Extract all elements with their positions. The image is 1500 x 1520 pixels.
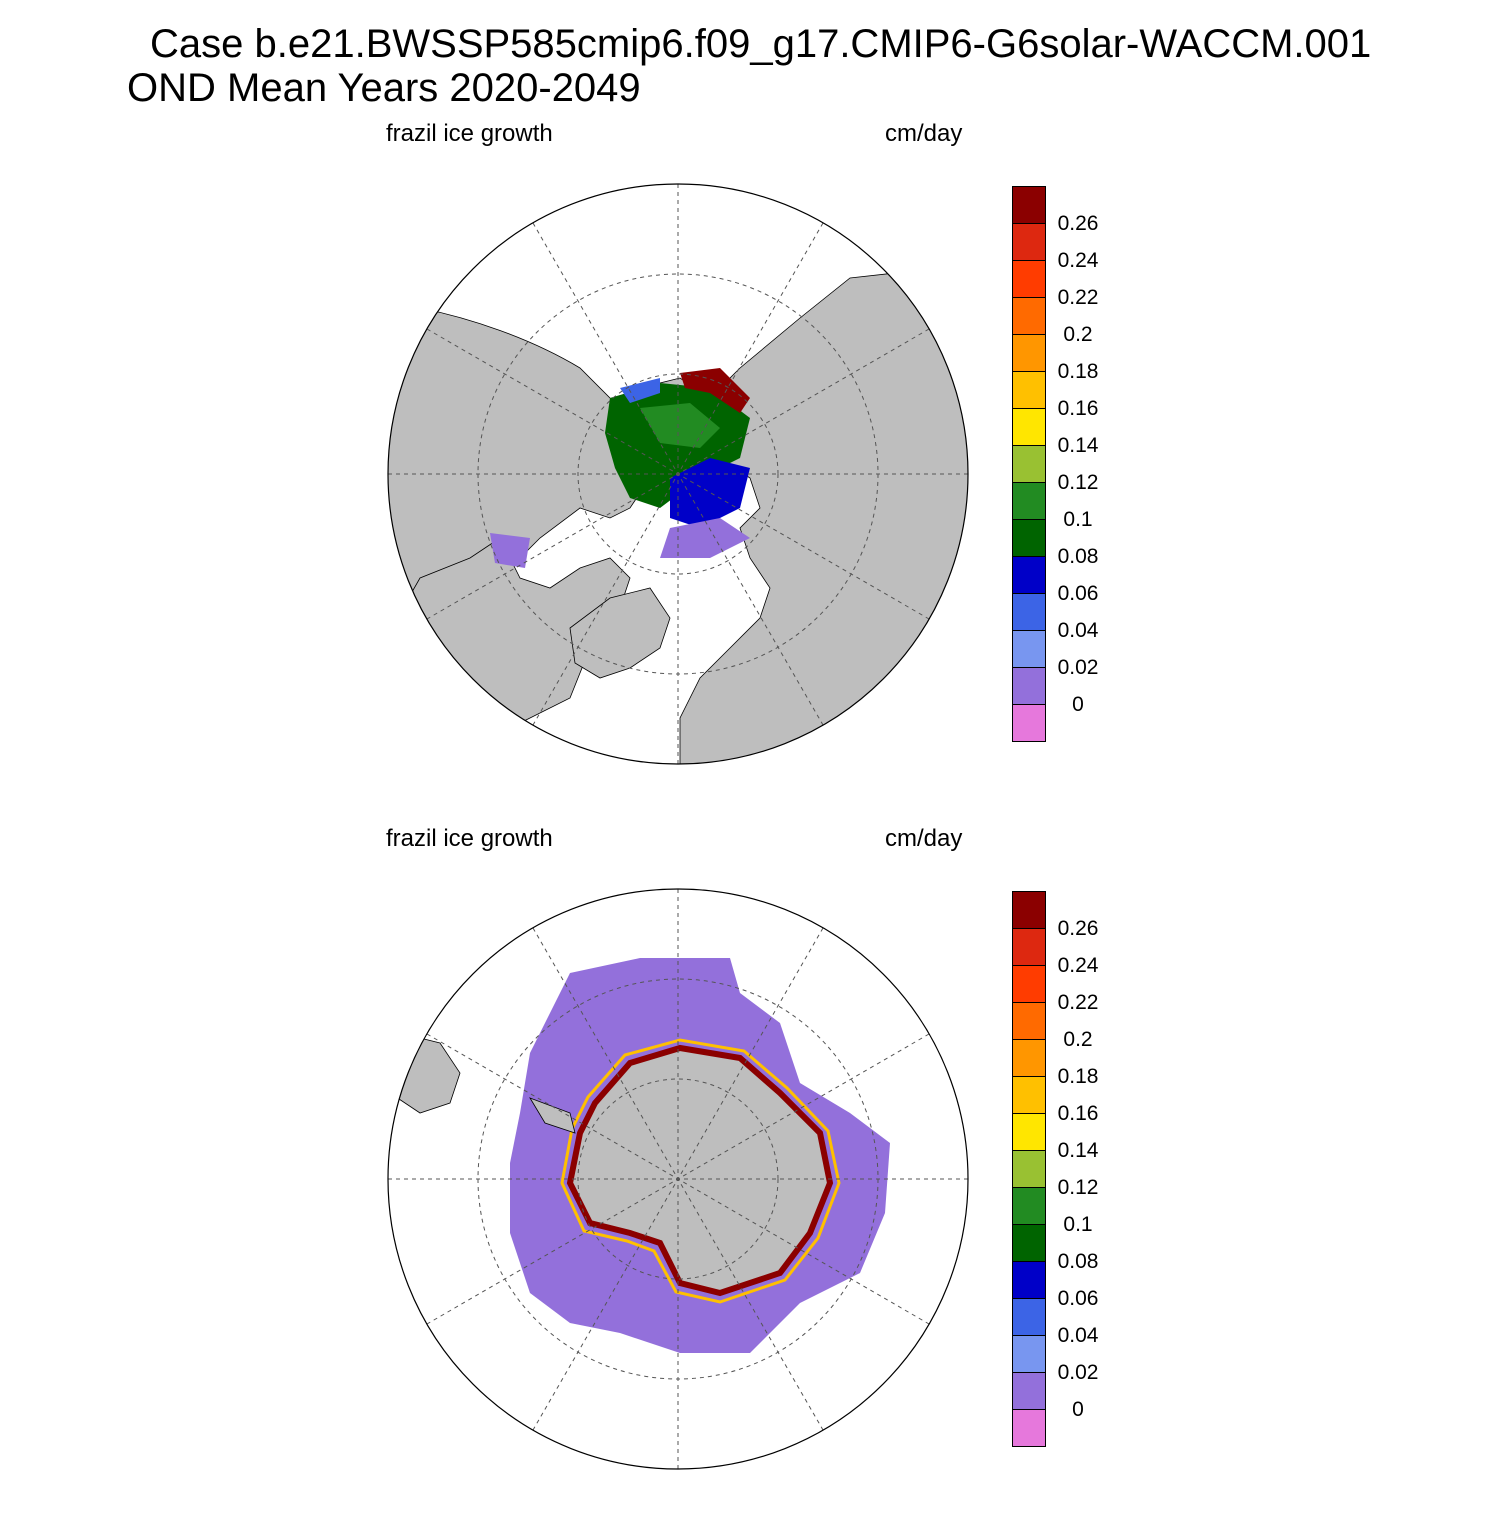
colorbar-tick-label: 0.22: [1057, 991, 1099, 1014]
colorbar-tick-label: 0.12: [1057, 471, 1099, 494]
variable-label: frazil ice growth: [386, 120, 553, 147]
colorbar-tick-label: 0.16: [1057, 397, 1099, 420]
colorbar-tick-label: 0.22: [1057, 286, 1099, 309]
figure-title-period: OND Mean Years 2020-2049: [127, 66, 641, 110]
colorbar-swatch: [1012, 704, 1046, 742]
colorbar-swatch: [1012, 371, 1046, 409]
panel-south: frazil ice growth cm/day: [0, 815, 1500, 1520]
colorbar-tick-label: 0.02: [1057, 1361, 1099, 1384]
colorbar-tick-label: 0.18: [1057, 360, 1099, 383]
map-boundary: [387, 888, 969, 1470]
colorbar-swatch: [1012, 667, 1046, 705]
colorbar-swatch: [1012, 965, 1046, 1003]
colorbar-tick-label: 0.14: [1057, 1139, 1099, 1162]
colorbar-swatch: [1012, 1372, 1046, 1410]
colorbar-swatch: [1012, 593, 1046, 631]
greenland-landmass: [569, 587, 671, 679]
colorbar-swatch: [1012, 1187, 1046, 1225]
colorbar-tick-label: 0.04: [1057, 619, 1099, 642]
north-polar-map: [387, 183, 969, 765]
units-label: cm/day: [885, 120, 963, 147]
colorbar-swatch: [1012, 482, 1046, 520]
colorbar-tick-label: 0.24: [1057, 954, 1099, 977]
colorbar-tick-label: 0.26: [1057, 917, 1099, 940]
colorbar-swatch: [1012, 1261, 1046, 1299]
colorbar-tick-label: 0.1: [1063, 508, 1093, 531]
colorbar-tick-label: 0.1: [1063, 1213, 1093, 1236]
antarctic-coastal-red-band: [566, 1044, 834, 1297]
graticule: [388, 184, 968, 764]
colorbar-tick-label: 0.26: [1057, 212, 1099, 235]
colorbar-swatch: [1012, 1150, 1046, 1188]
colorbar-swatch: [1012, 1113, 1046, 1151]
frazil-field-red-rim: [680, 368, 750, 413]
colorbar-swatch: [1012, 556, 1046, 594]
colorbar-swatch: [1012, 186, 1046, 224]
colorbar-tick-label: 0.18: [1057, 1065, 1099, 1088]
colorbar-tick-label: 0.06: [1057, 582, 1099, 605]
colorbar: [1012, 891, 1046, 1447]
frazil-field-blue: [670, 458, 750, 528]
frazil-field-purple-west: [490, 533, 530, 568]
colorbar-swatch: [1012, 1298, 1046, 1336]
colorbar-tick-label: 0: [1072, 693, 1084, 716]
frazil-field-lightblue: [620, 378, 660, 403]
map-boundary: [387, 183, 969, 765]
frazil-field-green: [605, 383, 750, 508]
colorbar-tick-label: 0.24: [1057, 249, 1099, 272]
colorbar-swatch: [1012, 1409, 1046, 1447]
colorbar-tick-label: 0.04: [1057, 1324, 1099, 1347]
colorbar-tick-label: 0.02: [1057, 656, 1099, 679]
units-label: cm/day: [885, 825, 963, 852]
graticule: [388, 889, 968, 1469]
colorbar-swatch: [1012, 1335, 1046, 1373]
frazil-field-mid-green: [640, 403, 720, 448]
south-polar-map: [387, 888, 969, 1470]
colorbar-swatch: [1012, 445, 1046, 483]
colorbar-tick-label: 0.08: [1057, 545, 1099, 568]
colorbar-swatch: [1012, 891, 1046, 929]
antarctic-peninsula: [529, 1097, 576, 1134]
colorbar-swatch: [1012, 1039, 1046, 1077]
colorbar-tick-label: 0.2: [1063, 323, 1093, 346]
colorbar-tick-label: 0.08: [1057, 1250, 1099, 1273]
colorbar-tick-label: 0.12: [1057, 1176, 1099, 1199]
eurasia-landmass: [388, 267, 968, 764]
colorbar-tick-label: 0.06: [1057, 1287, 1099, 1310]
antarctic-coastal-yellow-band: [560, 1038, 841, 1304]
colorbar-swatch: [1012, 1224, 1046, 1262]
colorbar-tick-label: 0.16: [1057, 1102, 1099, 1125]
panel-north: frazil ice growth cm/day: [0, 110, 1500, 815]
frazil-field-purple: [660, 518, 750, 558]
variable-label: frazil ice growth: [386, 825, 553, 852]
colorbar-tick-label: 0.14: [1057, 434, 1099, 457]
figure-title-case: Case b.e21.BWSSP585cmip6.f09_g17.CMIP6-G…: [150, 22, 1372, 66]
colorbar: [1012, 186, 1046, 742]
colorbar-tick-label: 0: [1072, 1398, 1084, 1421]
colorbar-tick-label: 0.2: [1063, 1028, 1093, 1051]
